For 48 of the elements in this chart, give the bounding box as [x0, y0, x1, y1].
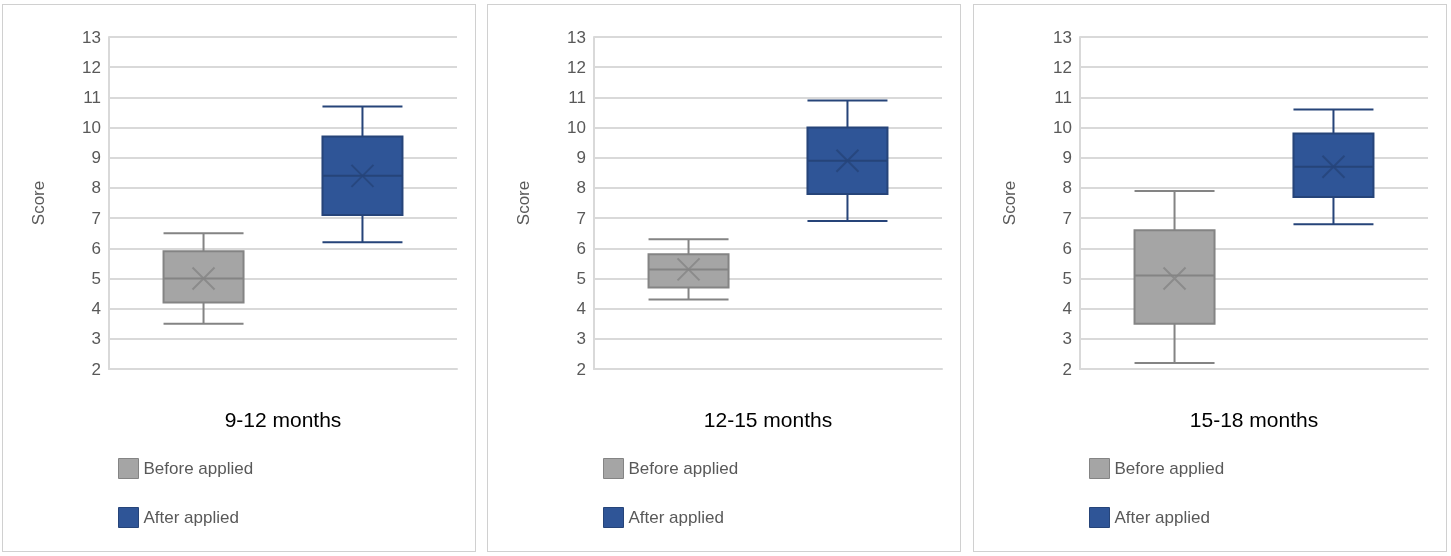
y-axis-title: Score	[514, 180, 533, 226]
y-tick-label: 7	[91, 208, 101, 228]
y-tick-label: 12	[82, 57, 101, 77]
legend-label: Before applied	[1114, 459, 1225, 478]
x-axis-title: 15-18 months	[1189, 408, 1319, 431]
y-tick-label: 4	[91, 299, 101, 319]
y-tick-label: 12	[567, 57, 586, 77]
y-tick-label: 3	[91, 329, 101, 349]
y-tick-label: 13	[82, 27, 101, 47]
y-tick-label: 8	[576, 178, 586, 198]
y-axis-title: Score	[29, 180, 48, 226]
y-tick-label: 11	[568, 87, 586, 107]
legend-label: Before applied	[143, 459, 254, 478]
y-tick-label: 6	[1062, 238, 1072, 258]
y-tick-label: 10	[567, 118, 586, 138]
legend-label: After applied	[628, 508, 724, 527]
x-axis-title: 12-15 months	[703, 408, 833, 431]
y-tick-label: 8	[91, 178, 101, 198]
y-tick-label: 9	[1062, 148, 1072, 168]
y-tick-label: 12	[1053, 57, 1072, 77]
y-tick-label: 10	[82, 118, 101, 138]
y-tick-label: 9	[576, 148, 586, 168]
y-tick-label: 8	[1062, 178, 1072, 198]
y-tick-label: 5	[1062, 268, 1072, 288]
y-tick-label: 6	[576, 238, 586, 258]
y-tick-label: 5	[91, 268, 101, 288]
y-tick-label: 2	[91, 359, 101, 379]
legend-label: After applied	[143, 508, 239, 527]
y-tick-label: 2	[1062, 359, 1072, 379]
y-tick-label: 13	[1053, 27, 1072, 47]
legend-label: After applied	[1114, 508, 1210, 527]
legend-label: Before applied	[628, 459, 739, 478]
y-tick-label: 5	[576, 268, 586, 288]
y-tick-label: 13	[567, 27, 586, 47]
y-tick-label: 11	[1054, 87, 1072, 107]
y-tick-label: 4	[576, 299, 586, 319]
y-tick-label: 7	[576, 208, 586, 228]
y-tick-label: 2	[576, 359, 586, 379]
y-tick-label: 6	[91, 238, 101, 258]
y-axis-title: Score	[1000, 180, 1019, 226]
x-axis-title: 9-12 months	[224, 408, 342, 431]
y-tick-label: 10	[1053, 118, 1072, 138]
y-tick-label: 11	[83, 87, 101, 107]
y-tick-label: 4	[1062, 299, 1072, 319]
y-tick-label: 3	[576, 329, 586, 349]
y-tick-label: 7	[1062, 208, 1072, 228]
y-tick-label: 9	[91, 148, 101, 168]
y-tick-label: 3	[1062, 329, 1072, 349]
